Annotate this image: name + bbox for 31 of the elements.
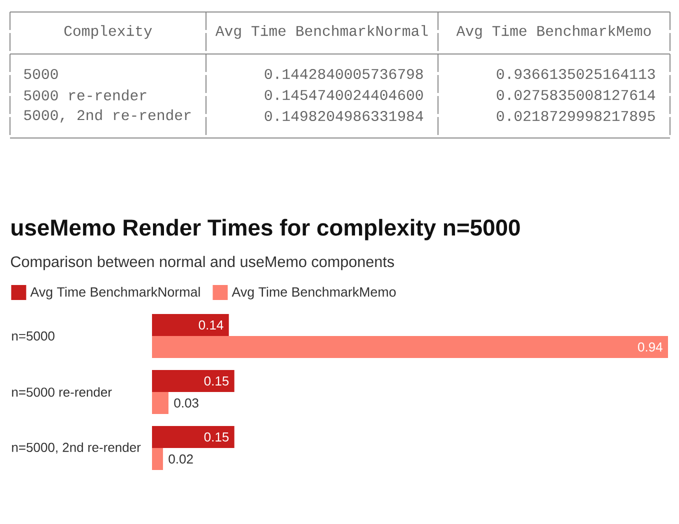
text: Avg Time BenchmarkMemo	[456, 25, 651, 39]
bar	[152, 370, 234, 392]
y-tick-label: n=5000, 2nd re-render	[12, 442, 141, 454]
text: Avg Time BenchmarkNormal	[215, 25, 428, 39]
chart-title: useMemo Render Times for complexity n=5000	[12, 218, 520, 240]
data-label: 0.9366135025164113	[496, 68, 655, 80]
data-label: 0.15	[204, 376, 229, 386]
bar	[152, 448, 163, 470]
data-label: 0.15	[204, 432, 229, 442]
chart-subtitle: Comparison between normal and useMemo components	[10, 256, 394, 270]
bar	[152, 392, 168, 414]
data-label: 0.1454740024404600	[264, 90, 423, 100]
data-label: 0.1442840005736798	[264, 68, 423, 80]
legend-label: Avg Time BenchmarkNormal	[30, 286, 200, 300]
data-label: 0.14	[198, 320, 224, 330]
data-label: 0.03	[174, 398, 198, 408]
bar	[152, 314, 229, 336]
category-label: 5000	[24, 68, 58, 80]
data-label: 0.0218729998217895	[496, 110, 655, 122]
text: Complexity	[64, 25, 152, 39]
category-label: 5000, 2nd re-render	[24, 109, 191, 123]
data-label: 0.94	[638, 342, 662, 352]
data-label: 0.02	[168, 454, 193, 464]
bar	[152, 426, 234, 448]
data-label: 0.0275835008127614	[496, 90, 656, 100]
y-tick-label: n=5000 re-render	[12, 387, 112, 397]
category-label: 5000 re-render	[24, 90, 146, 100]
bar	[152, 336, 668, 358]
legend-label: Avg Time BenchmarkMemo	[232, 286, 396, 300]
data-label: 0.1498204986331984	[264, 110, 424, 122]
y-tick-label: n=5000	[12, 331, 54, 341]
